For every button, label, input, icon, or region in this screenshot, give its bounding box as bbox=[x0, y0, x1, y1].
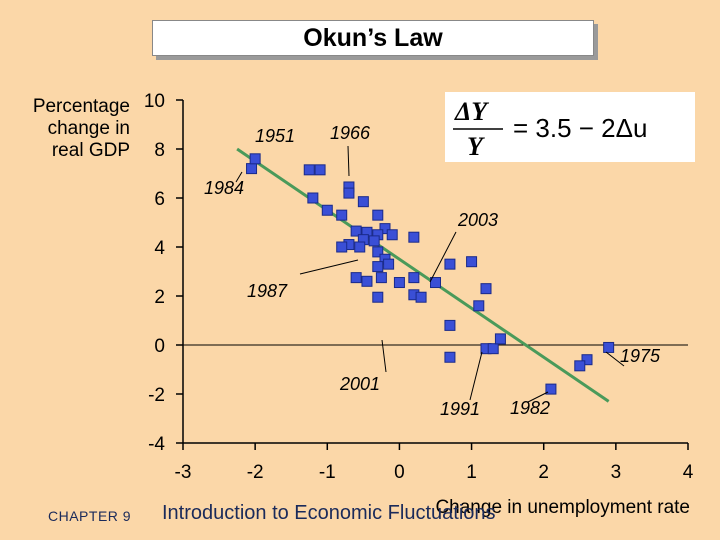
okun-equation: ΔY Y = 3.5 − 2Δu bbox=[453, 97, 647, 161]
data-point bbox=[574, 360, 586, 372]
annotation-leader-line bbox=[605, 351, 625, 367]
data-point bbox=[357, 196, 369, 208]
data-point bbox=[372, 261, 384, 273]
year-annotation-label: 1951 bbox=[255, 126, 295, 146]
data-point bbox=[473, 300, 485, 312]
data-point bbox=[354, 241, 366, 253]
data-point bbox=[415, 291, 427, 303]
y-tick-label: 10 bbox=[144, 91, 165, 112]
year-annotation-label: 1966 bbox=[330, 123, 371, 143]
year-annotation-label: 1991 bbox=[440, 399, 480, 419]
data-point bbox=[372, 246, 384, 258]
x-tick-label: -2 bbox=[247, 462, 264, 483]
annotation-leader-line bbox=[429, 231, 457, 283]
data-point bbox=[444, 258, 456, 270]
data-point bbox=[603, 341, 615, 353]
data-point bbox=[494, 333, 506, 345]
slide-title: Okun’s Law bbox=[303, 23, 443, 52]
y-tick-label: -2 bbox=[148, 385, 165, 406]
y-axis-label-line: Percentage bbox=[32, 96, 130, 117]
data-point bbox=[336, 209, 348, 221]
data-point bbox=[545, 383, 557, 395]
data-point bbox=[408, 272, 420, 284]
data-point bbox=[379, 223, 391, 235]
year-annotation-label: 1984 bbox=[204, 178, 244, 198]
slide-title-box: Okun’s Law bbox=[152, 20, 594, 56]
data-point bbox=[368, 235, 380, 247]
equation-numerator: ΔY bbox=[454, 97, 489, 126]
data-point bbox=[408, 231, 420, 243]
x-tick-label: 1 bbox=[466, 462, 477, 483]
data-point bbox=[430, 277, 441, 289]
okun-equation-box: ΔY Y = 3.5 − 2Δu bbox=[445, 92, 695, 162]
data-point bbox=[487, 343, 499, 355]
data-point bbox=[372, 209, 384, 221]
data-point bbox=[480, 283, 492, 295]
y-tick-label: 4 bbox=[154, 238, 165, 259]
year-annotation-label: 1975 bbox=[620, 346, 661, 366]
x-axis-label: Change in unemployment rate bbox=[435, 497, 690, 518]
year-annotation-label: 2003 bbox=[457, 210, 498, 230]
y-axis-label-line: real GDP bbox=[51, 140, 130, 161]
annotation-leader-line bbox=[299, 259, 359, 275]
data-point bbox=[246, 163, 258, 175]
y-tick-label: 0 bbox=[154, 336, 165, 357]
x-tick-label: 3 bbox=[611, 462, 622, 483]
data-point bbox=[303, 164, 315, 176]
data-point bbox=[314, 164, 326, 176]
annotation-leader-line bbox=[527, 391, 549, 403]
year-annotation-label: 2001 bbox=[339, 374, 380, 394]
x-tick-label: -1 bbox=[319, 462, 336, 483]
annotation-leader-line bbox=[469, 351, 483, 401]
x-tick-label: 4 bbox=[683, 462, 694, 483]
equation-denominator: Y bbox=[467, 132, 485, 161]
data-point bbox=[343, 187, 355, 199]
x-tick-label: 0 bbox=[394, 462, 405, 483]
data-point bbox=[249, 153, 261, 165]
annotation-leader-line bbox=[381, 339, 387, 373]
annotation-leader-line bbox=[347, 145, 350, 177]
data-point bbox=[383, 258, 395, 270]
year-annotation-label: 1987 bbox=[247, 281, 288, 301]
data-point bbox=[361, 275, 373, 287]
data-point bbox=[307, 192, 319, 204]
equation-rhs: = 3.5 − 2Δu bbox=[513, 113, 647, 143]
year-annotation-label: 1982 bbox=[510, 398, 550, 418]
data-point bbox=[372, 291, 384, 303]
y-tick-label: 2 bbox=[154, 287, 165, 308]
data-point bbox=[444, 319, 456, 331]
data-point bbox=[336, 241, 348, 253]
y-axis-label: Percentage change in real GDP bbox=[8, 96, 130, 162]
data-point bbox=[321, 204, 333, 216]
data-point bbox=[393, 277, 405, 289]
x-tick-label: 2 bbox=[538, 462, 549, 483]
okun-fit-line bbox=[236, 147, 610, 403]
data-point bbox=[350, 225, 362, 237]
y-tick-label: -4 bbox=[148, 434, 165, 455]
data-point bbox=[386, 229, 398, 241]
data-point bbox=[375, 272, 387, 284]
footer-course-title: Introduction to Economic Fluctuations bbox=[162, 502, 496, 524]
annotation-leader-line bbox=[235, 171, 243, 183]
x-tick-label: -3 bbox=[175, 462, 192, 483]
data-point bbox=[581, 354, 593, 366]
data-point bbox=[444, 351, 456, 363]
data-point bbox=[350, 272, 362, 284]
y-axis-label-line: change in bbox=[47, 118, 130, 139]
footer-chapter: CHAPTER 9 bbox=[48, 508, 132, 524]
y-tick-label: 8 bbox=[154, 140, 165, 161]
y-tick-label: 6 bbox=[154, 189, 165, 210]
data-point bbox=[466, 256, 478, 268]
